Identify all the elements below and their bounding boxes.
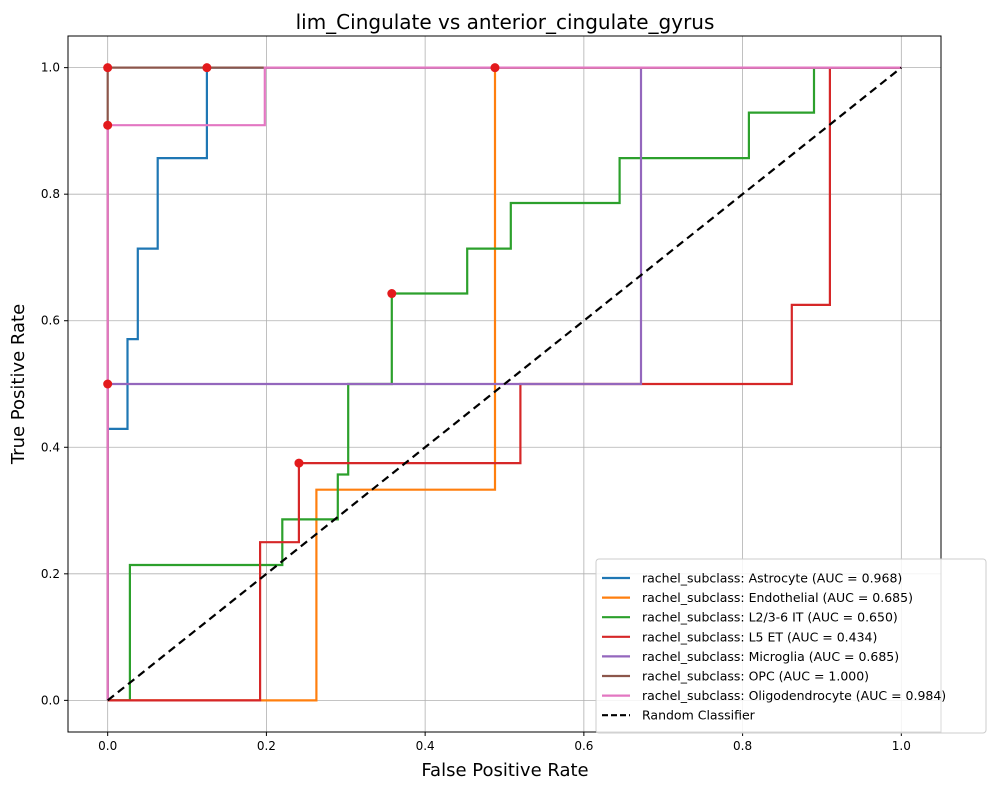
series-line-rachel-subclass-l5-et-auc-0-434 (107, 66, 902, 702)
x-axis-label: False Positive Rate (421, 760, 588, 781)
y-axis-label: True Positive Rate (8, 304, 29, 465)
threshold-marker-rachel-subclass-endothelial-auc-0-685 (490, 63, 500, 73)
x-tick-label: 0.0 (98, 739, 117, 753)
threshold-markers (103, 63, 500, 468)
threshold-marker-rachel-subclass-oligodendrocyte-auc-0-984 (103, 120, 113, 130)
x-axis-ticks: 0.0 0.2 0.4 0.6 0.8 1.0 (98, 732, 911, 753)
legend-label: rachel_subclass: OPC (AUC = 1.000) (642, 669, 869, 684)
threshold-marker-rachel-subclass-l5-et-auc-0-434 (294, 458, 304, 468)
y-tick-label: 0.6 (41, 314, 60, 328)
series-line-rachel-subclass-astrocyte-auc-0-968 (106, 66, 902, 701)
legend-label: rachel_subclass: Astrocyte (AUC = 0.968) (642, 571, 902, 586)
legend-label: rachel_subclass: Microglia (AUC = 0.685) (642, 649, 899, 664)
legend-label: rachel_subclass: L2/3-6 IT (AUC = 0.650) (642, 610, 898, 625)
x-tick-label: 0.2 (257, 739, 276, 753)
series-line-rachel-subclass-oligodendrocyte-auc-0-984 (106, 66, 902, 701)
x-tick-label: 1.0 (892, 739, 911, 753)
legend-label: rachel_subclass: L5 ET (AUC = 0.434) (642, 629, 877, 644)
threshold-marker-rachel-subclass-microglia-auc-0-685 (103, 379, 113, 389)
chart-title: lim_Cingulate vs anterior_cingulate_gyru… (296, 10, 715, 34)
legend-label: rachel_subclass: Oligodendrocyte (AUC = … (642, 688, 946, 703)
y-axis-ticks: 0.0 0.2 0.4 0.6 0.8 1.0 (41, 61, 68, 707)
threshold-marker-rachel-subclass-astrocyte-auc-0-968 (202, 63, 212, 73)
y-tick-label: 0.8 (41, 187, 60, 201)
legend-label: Random Classifier (642, 708, 756, 723)
legend-label: rachel_subclass: Endothelial (AUC = 0.68… (642, 590, 913, 605)
x-tick-label: 0.8 (733, 739, 752, 753)
y-tick-label: 1.0 (41, 61, 60, 75)
y-tick-label: 0.4 (41, 440, 60, 454)
x-tick-label: 0.4 (416, 739, 435, 753)
y-tick-label: 0.0 (41, 693, 60, 707)
series-line-random-classifier (107, 66, 902, 702)
threshold-marker-rachel-subclass-l2-3-6-it-auc-0-650 (387, 289, 397, 299)
legend: rachel_subclass: Astrocyte (AUC = 0.968)… (595, 558, 987, 734)
plot-frame (67, 35, 942, 733)
threshold-marker-rachel-subclass-opc-auc-1-000 (103, 63, 113, 73)
y-tick-label: 0.2 (41, 567, 60, 581)
x-tick-label: 0.6 (574, 739, 593, 753)
legend-box (595, 558, 987, 734)
